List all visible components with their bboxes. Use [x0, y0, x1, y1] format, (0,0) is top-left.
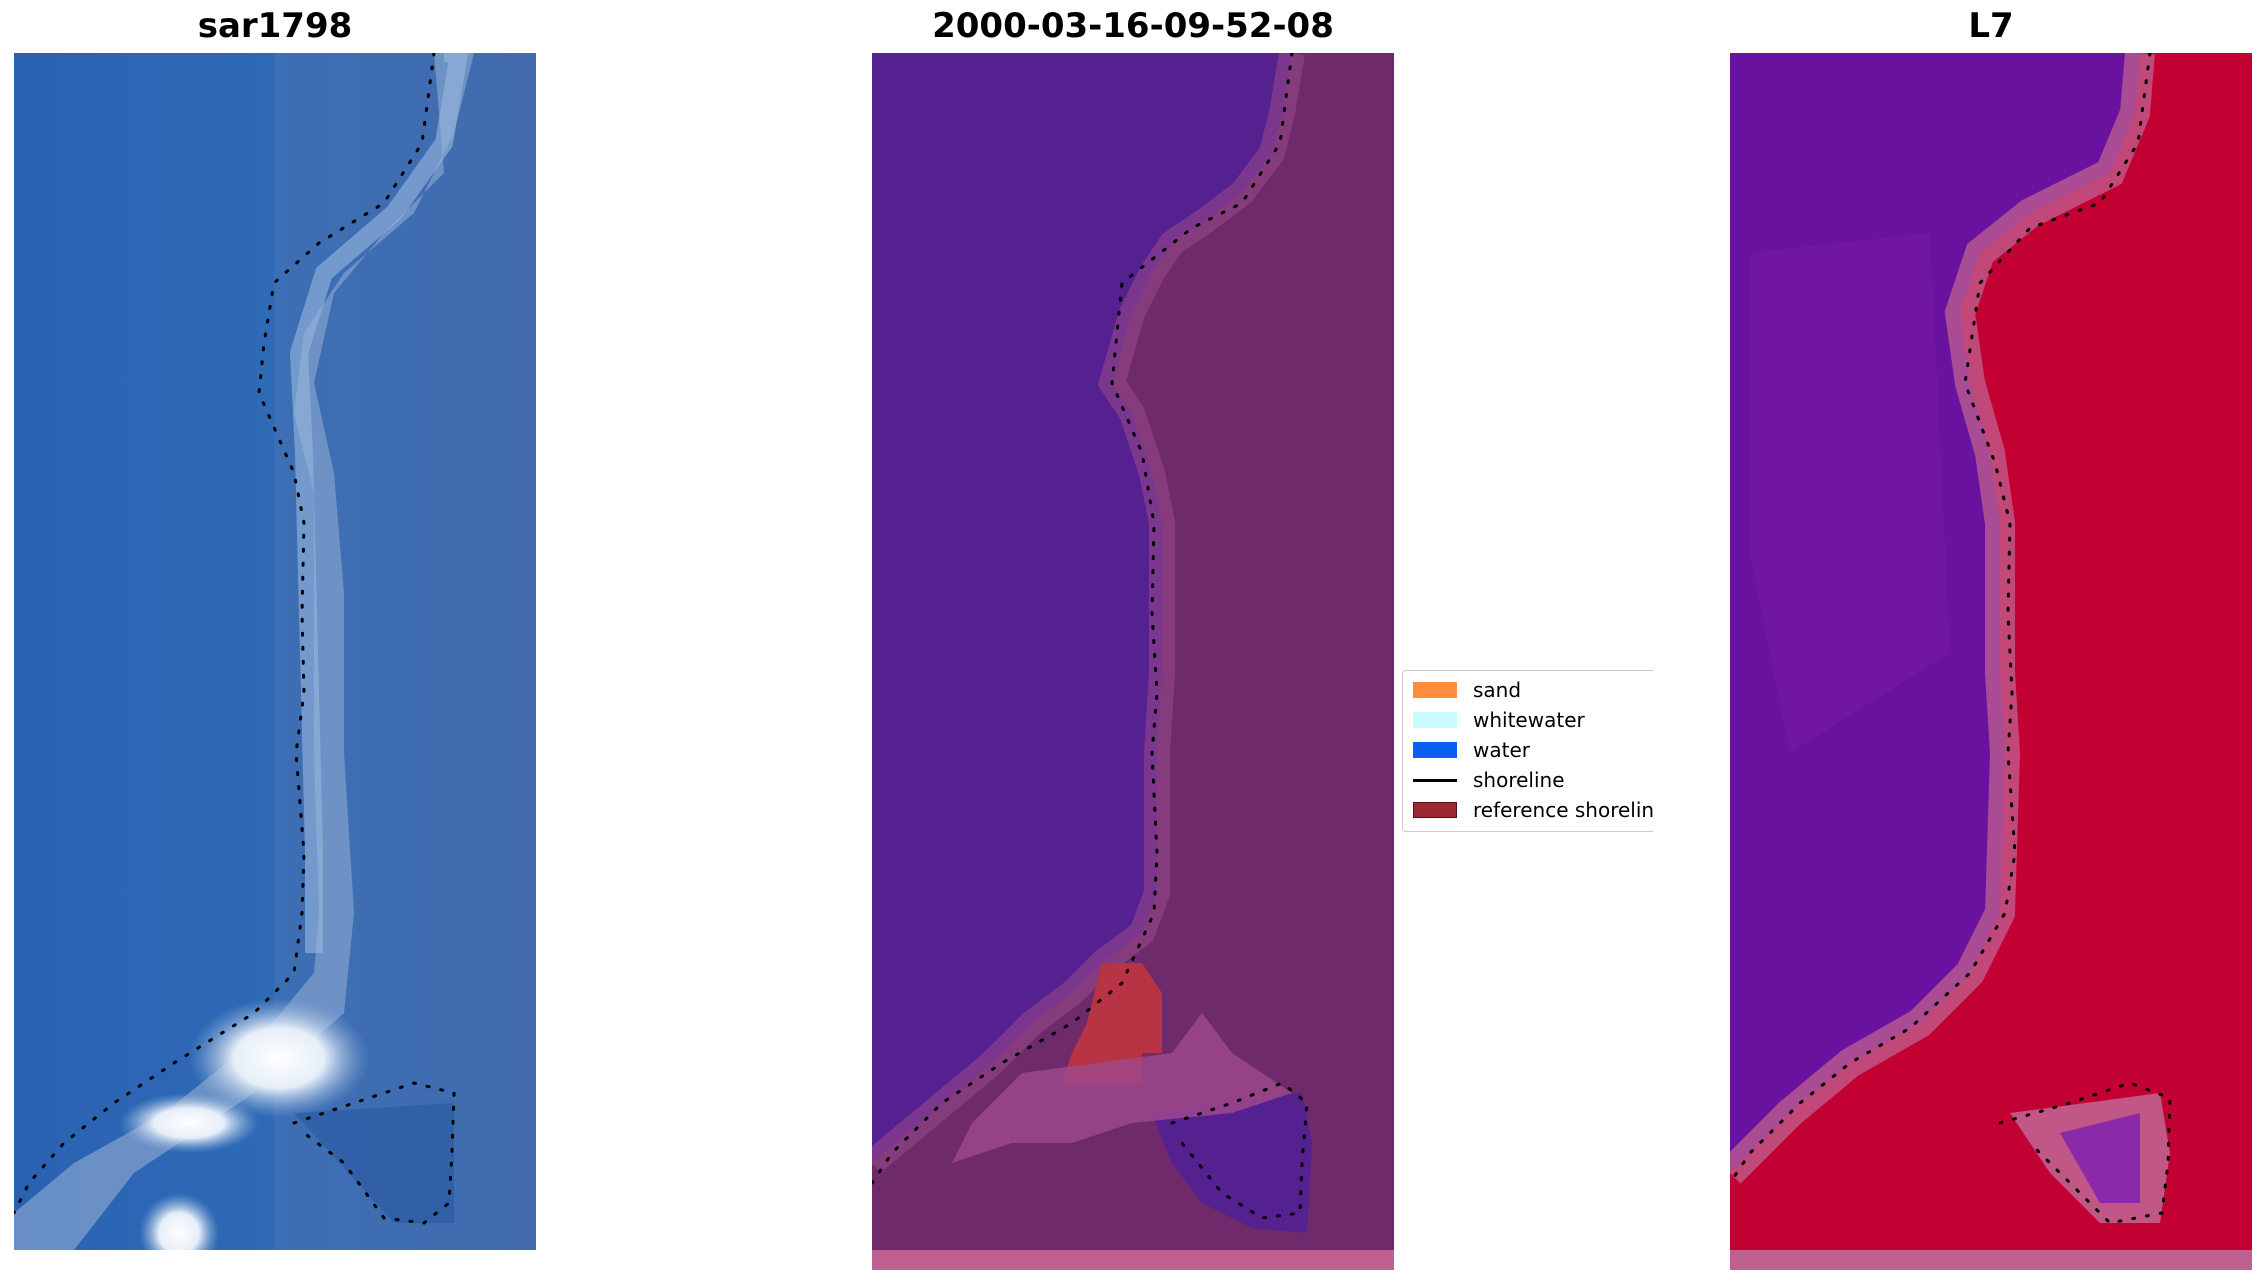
legend-item-shoreline: shoreline — [1413, 767, 1565, 793]
shoreline-ndwi — [1730, 53, 2152, 1185]
shoreline-classified-lagoon — [1170, 1081, 1309, 1220]
legend-label: shoreline — [1473, 768, 1565, 792]
legend-label: water — [1473, 738, 1530, 762]
legend-label: reference shoreline buffer — [1473, 798, 1653, 822]
panel-title-ndwi: L7 — [1968, 6, 2014, 46]
legend: sand whitewater water shoreline referenc… — [1402, 670, 1653, 832]
rgb-image-panel — [14, 53, 536, 1250]
legend-item-sand: sand — [1413, 677, 1521, 703]
sand-pixels — [1062, 963, 1162, 1083]
sand-swatch — [1413, 682, 1457, 698]
ndwi-image — [1730, 53, 2252, 1270]
legend-item-reference-buffer: reference shoreline buffer — [1413, 797, 1653, 823]
whitewater-swatch — [1413, 712, 1457, 728]
legend-item-water: water — [1413, 737, 1530, 763]
legend-label: whitewater — [1473, 708, 1585, 732]
legend-label: sand — [1473, 678, 1522, 702]
water-swatch — [1413, 742, 1457, 758]
rgb-image — [14, 53, 536, 1250]
ndwi-panel — [1730, 53, 2252, 1270]
reference-buffer-swatch — [1413, 802, 1457, 818]
panel-title-classification: 2000-03-16-09-52-08 — [932, 6, 1334, 46]
classification-panel — [872, 53, 1394, 1270]
shoreline-rgb-lagoon — [292, 1081, 456, 1225]
classified-image — [872, 53, 1394, 1270]
legend-item-whitewater: whitewater — [1413, 707, 1585, 733]
bottom-strip — [872, 1250, 1394, 1270]
panel-title-rgb: sar1798 — [197, 6, 353, 46]
shoreline-line-swatch — [1413, 778, 1457, 782]
